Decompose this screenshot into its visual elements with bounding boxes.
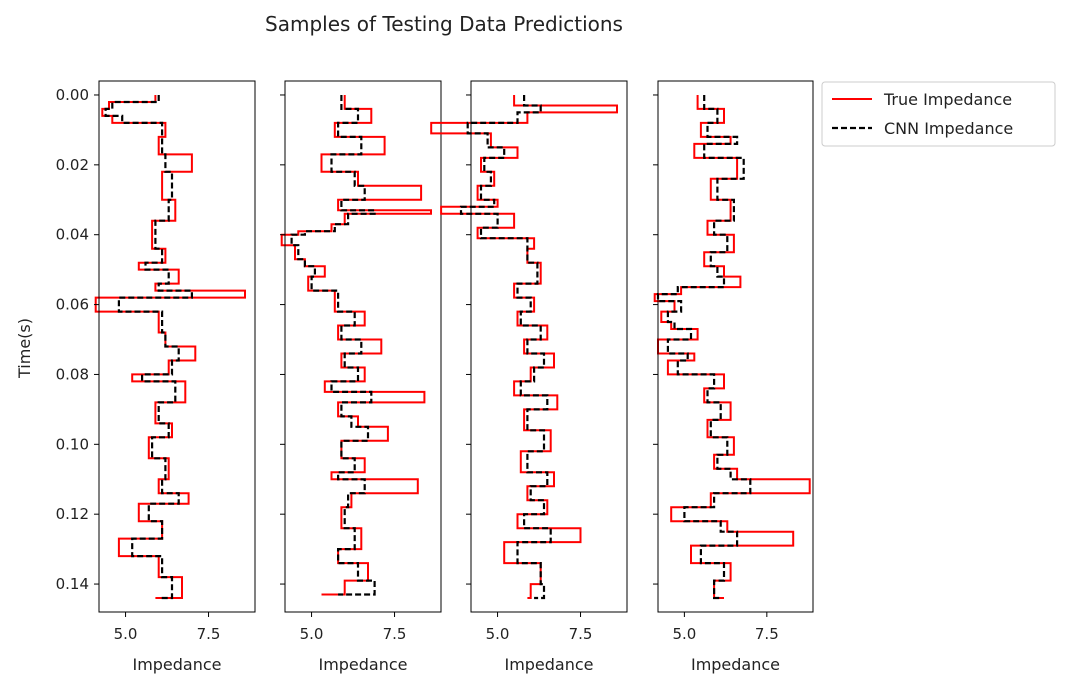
panels: 0.00 0.02 0.04 0.06 0.08 0.10 0.12 0.14 5.0 7.5 Im… [56, 80, 814, 674]
x-tick-label: 5.0 [300, 625, 324, 643]
panel-frame-4 [657, 80, 814, 613]
legend-true-label: True Impedance [883, 90, 1012, 109]
legend-frame [821, 81, 1056, 147]
y-tick-label: 0.00 [56, 86, 89, 104]
x-tick-label: 5.0 [114, 625, 138, 643]
cnn-impedance-line-1 [104, 95, 193, 600]
panel-4: 5.0 7.5 Impedance [653, 80, 814, 674]
y-tick-label: 0.10 [56, 435, 89, 453]
y-tick-label: 0.02 [56, 156, 89, 174]
true-impedance-line-2 [280, 95, 432, 596]
x-axis-title: Impedance [132, 655, 221, 674]
panel-frame-1 [98, 80, 256, 613]
panel-frame-3 [470, 80, 628, 613]
panel-2: 5.0 7.5 Impedance [280, 80, 442, 674]
panel-frame-2 [284, 80, 442, 613]
x-axis-title: Impedance [691, 655, 780, 674]
x-tick-label: 7.5 [197, 625, 221, 643]
cnn-impedance-line-4 [656, 95, 752, 600]
y-tick-label: 0.06 [56, 296, 89, 314]
true-impedance-line-3 [430, 95, 618, 599]
y-tick-label: 0.04 [56, 226, 89, 244]
x-tick-label: 5.0 [672, 625, 696, 643]
y-tick-label: 0.08 [56, 365, 89, 383]
x-tick-label: 7.5 [569, 625, 593, 643]
legend: True Impedance CNN Impedance [821, 81, 1056, 147]
cnn-impedance-line-3 [459, 95, 552, 600]
y-tick-label: 0.12 [56, 505, 89, 523]
panel-1: 0.00 0.02 0.04 0.06 0.08 0.10 0.12 0.14 5.0 7.5 Im… [56, 80, 256, 674]
cnn-impedance-line-2 [290, 95, 376, 596]
y-tick-label: 0.14 [56, 575, 89, 593]
x-tick-label: 7.5 [755, 625, 779, 643]
chart-title: Samples of Testing Data Predictions [265, 12, 623, 36]
legend-cnn-label: CNN Impedance [884, 119, 1013, 138]
x-tick-label: 5.0 [486, 625, 510, 643]
x-axis-title: Impedance [318, 655, 407, 674]
y-axis-title: Time(s) [15, 318, 34, 379]
panel-3: 5.0 7.5 Impedance [430, 80, 628, 674]
x-tick-label: 7.5 [383, 625, 407, 643]
true-impedance-line-1 [94, 95, 246, 599]
x-axis-title: Impedance [504, 655, 593, 674]
